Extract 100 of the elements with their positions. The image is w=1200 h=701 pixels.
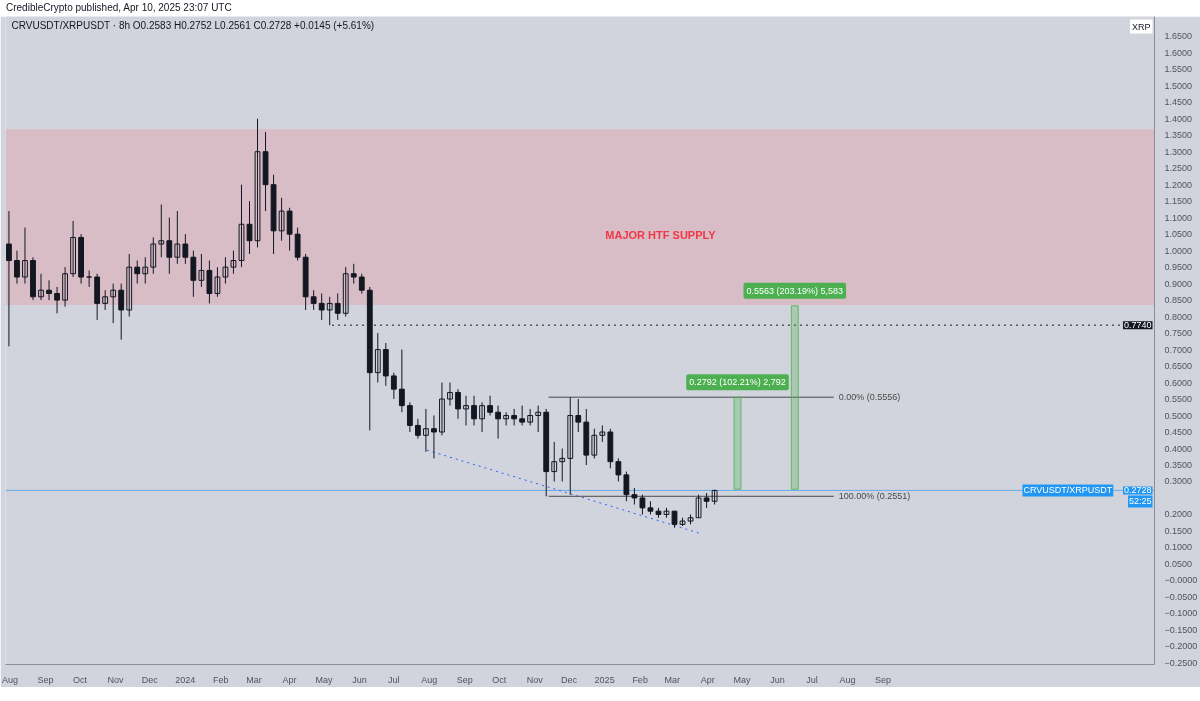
candlestick <box>126 253 133 318</box>
y-tick-label: 0.7000 <box>1164 344 1193 355</box>
candlestick <box>350 263 357 285</box>
candlestick <box>166 217 173 275</box>
candlestick <box>198 253 205 288</box>
data-label: 0.5563 (203.19%) 5,583 <box>746 285 844 296</box>
candlestick <box>423 408 429 453</box>
y-tick-label: 1.5500 <box>1164 64 1193 75</box>
x-tick-label: Feb <box>213 674 229 685</box>
candlestick <box>390 372 397 400</box>
candlestick <box>511 408 518 426</box>
annotation: 52:25 <box>1128 496 1152 507</box>
data-label: 0.2792 (102.21%) 2,792 <box>689 377 786 388</box>
y-tick-label: 1.2000 <box>1164 179 1193 190</box>
candlestick <box>206 260 213 304</box>
x-tick-label: Apr <box>282 674 297 685</box>
candlestick <box>318 293 325 321</box>
candlestick <box>567 396 574 496</box>
y-tick-label: 0.9000 <box>1164 278 1193 289</box>
candlestick <box>278 197 285 242</box>
candlestick <box>62 266 68 308</box>
x-tick-label: Apr <box>700 674 715 685</box>
y-tick-label: −0.2000 <box>1164 641 1198 652</box>
x-tick-label: Sep <box>456 674 473 685</box>
x-tick-label: Dec <box>561 674 578 685</box>
candlestick <box>286 207 293 252</box>
candlestick <box>471 395 477 426</box>
candlestick <box>118 283 125 341</box>
candlestick <box>174 210 181 265</box>
y-tick-label: 0.1000 <box>1164 542 1193 553</box>
candlestick <box>182 233 189 265</box>
x-tick-label: Mar <box>246 674 262 685</box>
candlestick <box>214 266 221 298</box>
candlestick <box>639 494 646 515</box>
candlestick <box>615 457 622 482</box>
x-tick-label: Oct <box>492 674 507 685</box>
candlestick <box>406 401 413 433</box>
candlestick <box>487 395 493 417</box>
y-axis-title: XRP <box>1131 21 1151 32</box>
y-tick-label: 1.0000 <box>1164 245 1193 256</box>
y-tick-label: 0.6500 <box>1164 361 1193 372</box>
y-tick-label: 0.6000 <box>1164 377 1193 388</box>
y-tick-label: 1.6500 <box>1164 31 1193 42</box>
y-tick-label: 0.5500 <box>1164 394 1193 405</box>
x-tick-label: Dec <box>141 674 159 685</box>
y-tick-label: 0.2000 <box>1164 509 1193 520</box>
candlestick <box>190 250 197 298</box>
x-tick-label: Nov <box>107 674 124 685</box>
y-tick-label: −0.1000 <box>1164 608 1198 619</box>
candlestick <box>591 428 598 459</box>
x-tick-label: Aug <box>2 674 19 685</box>
ref-line-label: CRVUSDT/XRPUSDT <box>1023 485 1113 496</box>
x-tick-label: May <box>315 674 333 685</box>
y-tick-label: 0.3500 <box>1164 459 1193 470</box>
y-tick-label: 0.4000 <box>1164 443 1193 454</box>
candlestick <box>455 388 461 420</box>
y-tick-label: 1.6000 <box>1164 47 1193 58</box>
x-tick-label: Feb <box>632 674 648 685</box>
candlestick <box>102 289 109 311</box>
x-tick-label: Oct <box>72 674 88 685</box>
y-tick-label: 0.7500 <box>1164 328 1193 339</box>
chart-subtitle: CRVUSDT/XRPUSDT · 8h O0.2583 H0.2752 L0.2561 C0.2728 +0.0145 (+5.61%) <box>11 19 375 31</box>
y-tick-label: 0.3000 <box>1164 476 1193 487</box>
candlestick <box>150 236 157 275</box>
candlestick <box>230 250 237 275</box>
candlestick <box>535 405 542 433</box>
y-tick-label: 1.3500 <box>1164 130 1193 141</box>
candlestick <box>623 471 630 502</box>
candlestick <box>519 405 526 426</box>
x-tick-label: Aug <box>421 674 438 685</box>
y-tick-label: 0.8500 <box>1164 295 1193 306</box>
chart-title: CredibleCrypto published, Apr 10, 2025 23:07 UTC <box>6 1 232 15</box>
y-tick-label: −0.0500 <box>1164 591 1198 602</box>
candlestick <box>503 411 510 426</box>
annotation: 0.2728 <box>1123 485 1152 496</box>
candlestick <box>46 279 52 301</box>
x-tick-label: Jul <box>806 674 818 685</box>
series-label: 0.00% (0.5556) <box>838 392 901 403</box>
y-tick-label: 1.4500 <box>1164 97 1193 108</box>
y-tick-label: −0.1500 <box>1164 624 1198 635</box>
candlestick <box>158 203 165 258</box>
candlestick <box>6 210 12 347</box>
candlestick <box>110 283 117 324</box>
x-tick-label: Aug <box>839 674 856 685</box>
candlestick <box>334 293 341 321</box>
candlestick <box>695 494 702 519</box>
candlestick <box>431 415 437 459</box>
x-tick-label: Jun <box>770 674 785 685</box>
candlestick <box>38 273 44 301</box>
candlestick <box>575 398 582 433</box>
y-tick-label: 1.5000 <box>1164 80 1193 91</box>
candlestick <box>70 220 76 278</box>
candlestick <box>86 269 93 288</box>
series-label: 100.00% (0.2551) <box>838 491 911 502</box>
candlestick <box>22 227 28 285</box>
candlestick <box>326 296 333 326</box>
x-tick-label: 2025 <box>594 674 615 685</box>
candlestick <box>134 260 141 285</box>
candlestick <box>14 250 20 285</box>
x-tick-label: Nov <box>526 674 544 685</box>
